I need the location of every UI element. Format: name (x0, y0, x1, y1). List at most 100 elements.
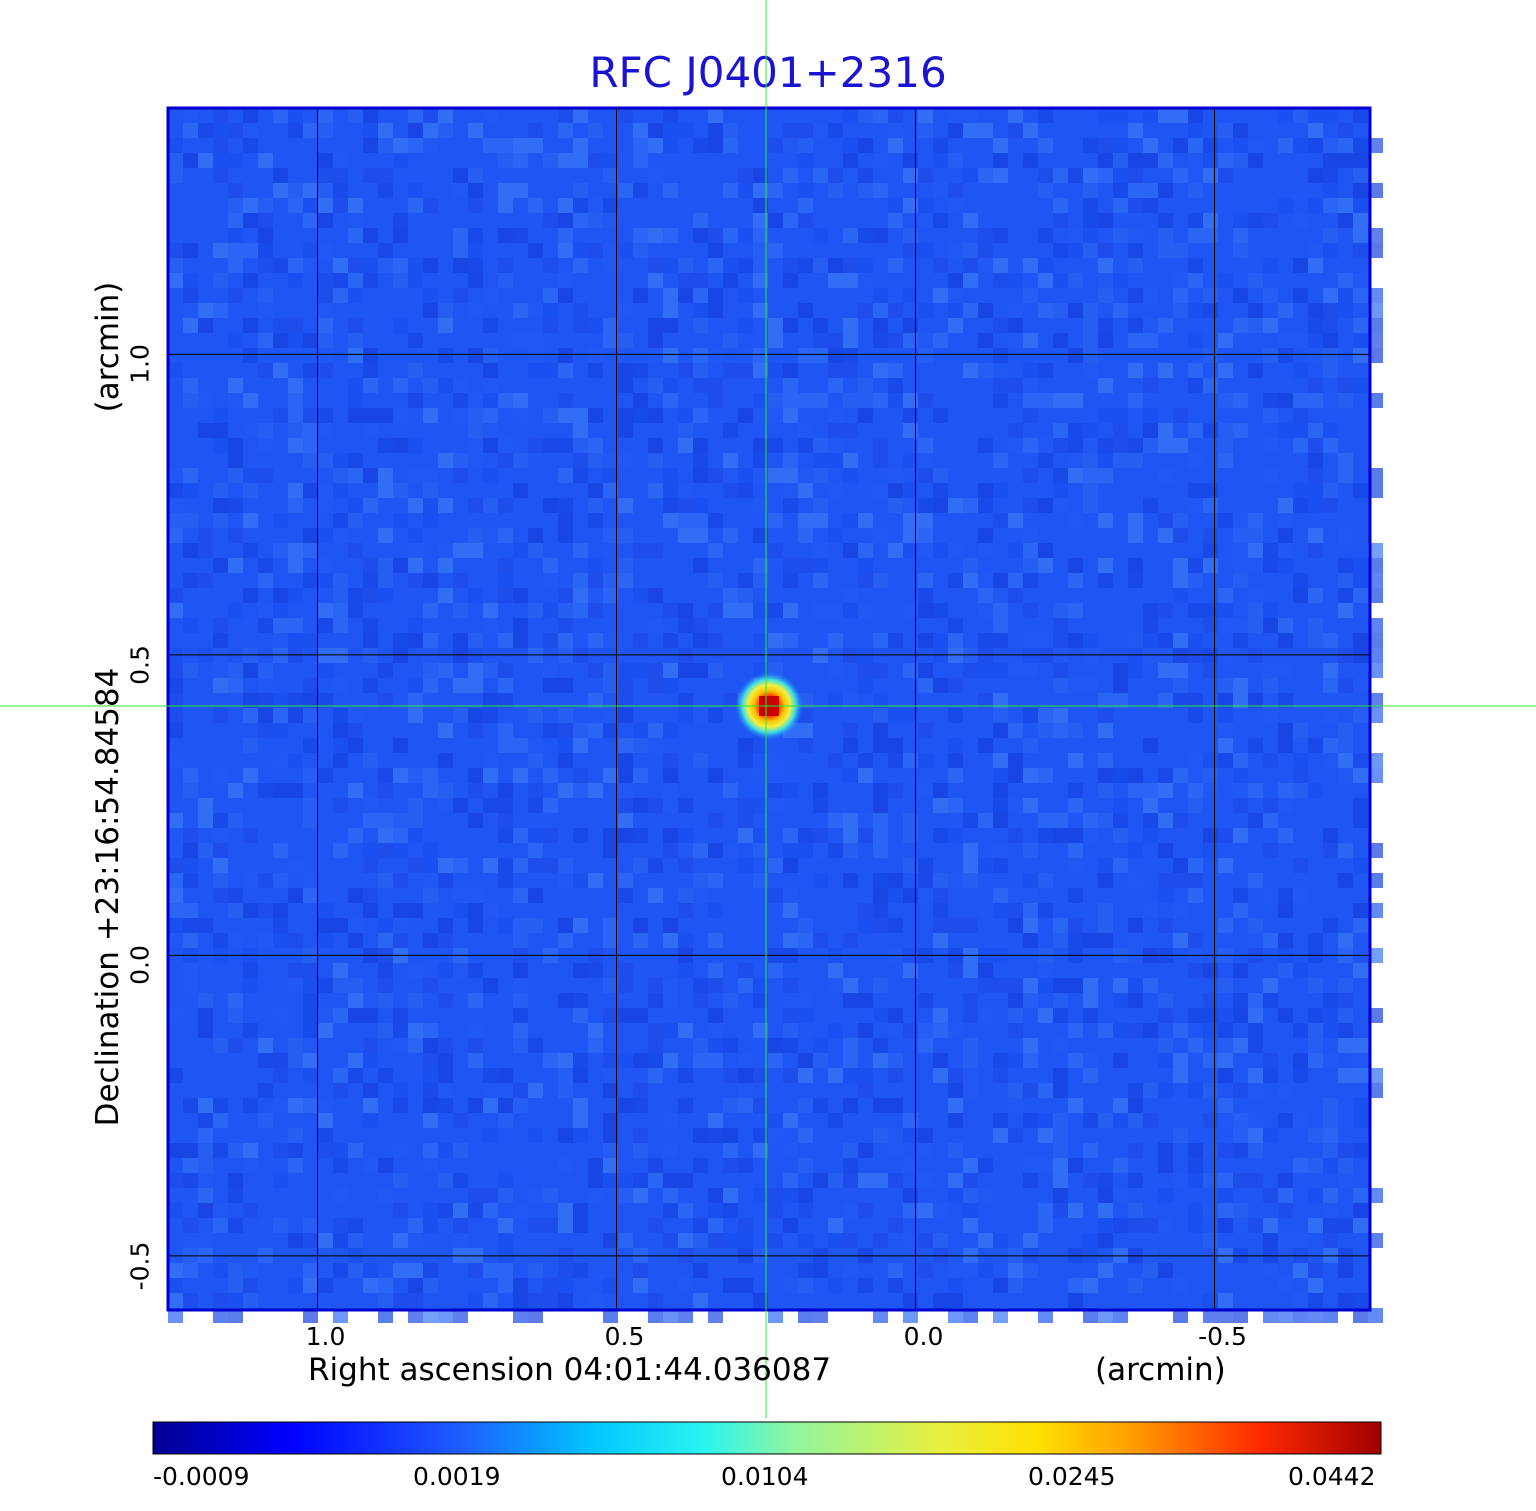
noise-pixel (798, 183, 813, 198)
noise-pixel (453, 708, 468, 723)
noise-pixel (348, 468, 363, 483)
noise-pixel (1203, 168, 1218, 183)
noise-pixel (918, 1203, 933, 1218)
noise-pixel (933, 603, 948, 618)
noise-pixel (468, 1098, 483, 1113)
noise-pixel (1023, 363, 1038, 378)
noise-pixel (858, 108, 873, 123)
noise-pixel (318, 603, 333, 618)
noise-pixel (1068, 303, 1083, 318)
noise-pixel (1128, 918, 1143, 933)
noise-pixel (933, 483, 948, 498)
noise-pixel (453, 1233, 468, 1248)
noise-pixel (708, 108, 723, 123)
noise-pixel (1278, 108, 1293, 123)
noise-pixel (888, 1263, 903, 1278)
noise-pixel (1203, 543, 1218, 558)
noise-pixel (168, 1068, 183, 1083)
noise-pixel (498, 393, 513, 408)
noise-pixel (453, 1218, 468, 1233)
noise-pixel (1008, 378, 1023, 393)
noise-pixel (1353, 1113, 1368, 1128)
noise-pixel (693, 978, 708, 993)
noise-pixel (843, 228, 858, 243)
noise-pixel (1143, 438, 1158, 453)
noise-pixel (978, 528, 993, 543)
noise-pixel (663, 1188, 678, 1203)
noise-pixel (933, 1203, 948, 1218)
noise-pixel (1188, 258, 1203, 273)
noise-pixel (948, 1188, 963, 1203)
noise-pixel (1098, 813, 1113, 828)
noise-pixel (453, 393, 468, 408)
noise-pixel (258, 423, 273, 438)
noise-pixel (483, 363, 498, 378)
noise-pixel (1263, 393, 1278, 408)
noise-pixel (348, 378, 363, 393)
noise-pixel (363, 993, 378, 1008)
noise-pixel (1068, 858, 1083, 873)
noise-pixel (243, 708, 258, 723)
noise-pixel (1248, 1008, 1263, 1023)
noise-pixel (1068, 438, 1083, 453)
noise-pixel (723, 273, 738, 288)
noise-pixel (603, 1068, 618, 1083)
noise-pixel (528, 1293, 543, 1308)
noise-pixel (468, 453, 483, 468)
noise-pixel (753, 573, 768, 588)
noise-pixel (1008, 333, 1023, 348)
noise-pixel (543, 678, 558, 693)
noise-pixel (858, 1278, 873, 1293)
noise-pixel (618, 813, 633, 828)
noise-pixel (858, 1203, 873, 1218)
noise-pixel (783, 1143, 798, 1158)
noise-pixel (888, 543, 903, 558)
noise-pixel (1158, 873, 1173, 888)
noise-pixel (1173, 1278, 1188, 1293)
noise-pixel (303, 738, 318, 753)
noise-pixel (1218, 1053, 1233, 1068)
noise-pixel (588, 498, 603, 513)
noise-pixel (1158, 888, 1173, 903)
noise-pixel (603, 318, 618, 333)
noise-pixel (168, 603, 183, 618)
noise-pixel (588, 318, 603, 333)
noise-pixel (1353, 1188, 1368, 1203)
noise-pixel (1143, 1263, 1158, 1278)
noise-pixel (768, 888, 783, 903)
noise-pixel (498, 558, 513, 573)
noise-pixel (633, 408, 648, 423)
noise-pixel (1353, 678, 1368, 693)
noise-pixel (1323, 708, 1338, 723)
noise-pixel (783, 843, 798, 858)
noise-pixel (663, 678, 678, 693)
noise-pixel (693, 273, 708, 288)
noise-pixel (1308, 1293, 1323, 1308)
noise-pixel (828, 1218, 843, 1233)
noise-pixel (798, 1158, 813, 1173)
noise-pixel (243, 543, 258, 558)
noise-pixel (378, 873, 393, 888)
noise-pixel (483, 603, 498, 618)
noise-pixel (948, 678, 963, 693)
noise-pixel (738, 363, 753, 378)
noise-pixel (528, 1218, 543, 1233)
noise-pixel (333, 273, 348, 288)
noise-pixel (348, 1068, 363, 1083)
noise-pixel (243, 243, 258, 258)
noise-pixel (663, 723, 678, 738)
noise-pixel (903, 603, 918, 618)
noise-pixel (288, 858, 303, 873)
noise-pixel (1053, 1128, 1068, 1143)
noise-pixel (528, 858, 543, 873)
noise-pixel (408, 1038, 423, 1053)
noise-pixel (333, 1008, 348, 1023)
noise-pixel (963, 1188, 978, 1203)
noise-pixel (1143, 783, 1158, 798)
noise-pixel (1098, 243, 1113, 258)
noise-pixel (1203, 498, 1218, 513)
noise-pixel (288, 1233, 303, 1248)
noise-pixel (1098, 258, 1113, 273)
noise-pixel (1188, 453, 1203, 468)
noise-pixel (1038, 453, 1053, 468)
